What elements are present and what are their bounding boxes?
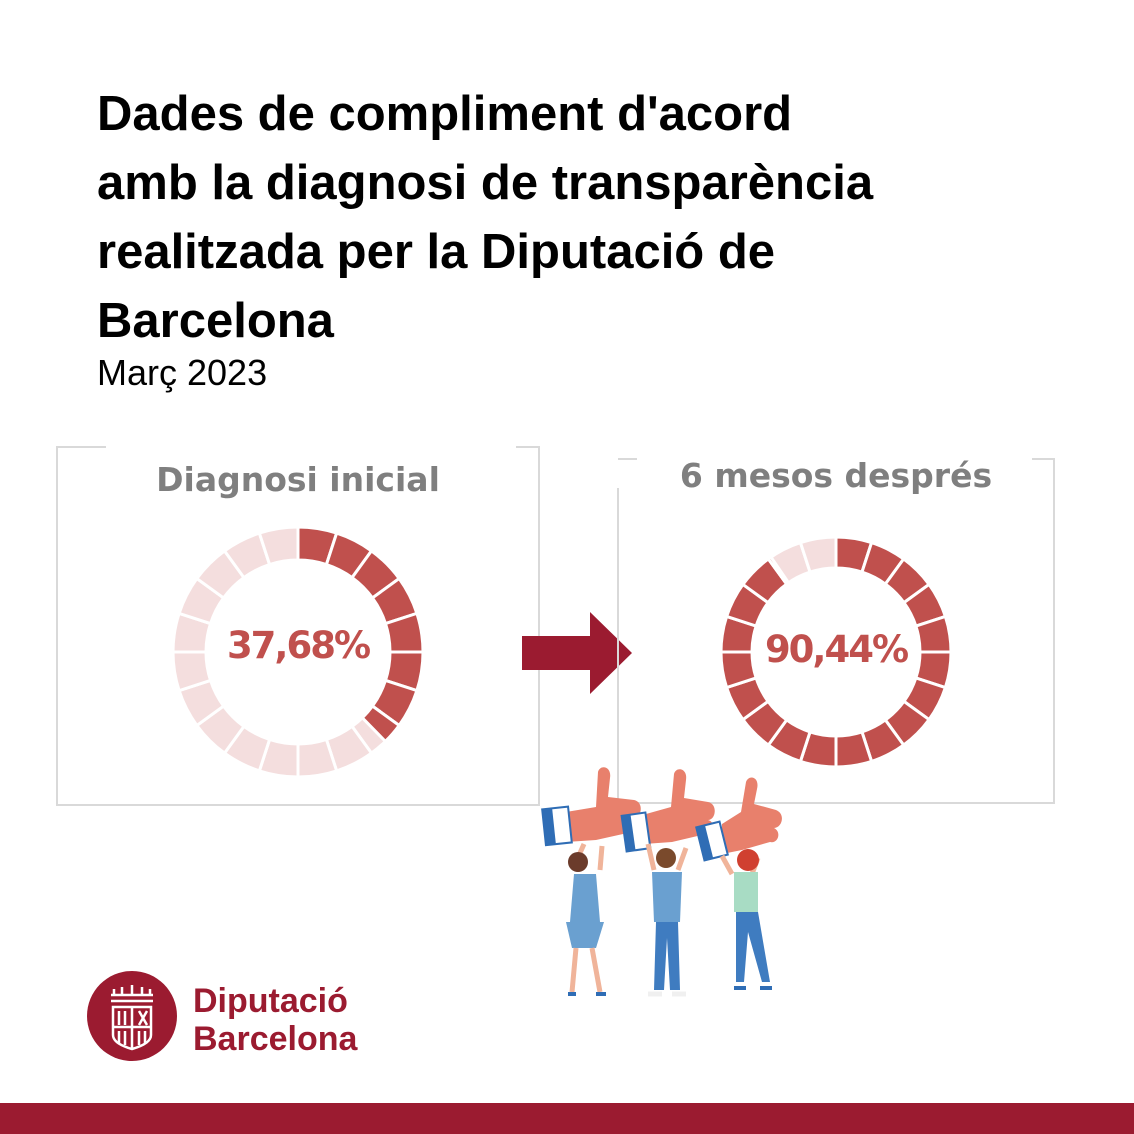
donut-chart-initial (171, 525, 425, 779)
brand-line-1: Diputació (193, 982, 348, 1020)
title-line-1: Dades de compliment d'acord (97, 87, 793, 141)
footer-bar (0, 1103, 1134, 1134)
chart-title: 6 mesos després (679, 456, 993, 495)
donut-segment-partial (360, 703, 402, 744)
brand-line-2: Barcelona (193, 1020, 358, 1058)
page-title: Dades de compliment d'acord amb la diagn… (97, 80, 1057, 356)
people-thumbs-up-illustration (541, 767, 782, 997)
donut-segment (798, 535, 838, 575)
diputacio-seal-icon (87, 971, 177, 1061)
title-line-2: amb la diagnosi de transparència (97, 156, 874, 210)
panel-frame (617, 458, 1055, 804)
arrow-right-icon (522, 612, 632, 694)
donut-segment-partial (766, 555, 791, 587)
chart-title: Diagnosi inicial (156, 460, 440, 499)
chart-center-value: 37,68% (226, 624, 371, 667)
donut-segment (257, 525, 300, 567)
person-illustration (645, 843, 689, 997)
title-line-4: Barcelona (97, 294, 334, 348)
page-subtitle: Març 2023 (97, 352, 268, 393)
chart-center-value: 90,44% (764, 628, 909, 671)
title-line-3: realitzada per la Diputació de (97, 225, 776, 279)
thumbs-up-icon (695, 777, 782, 862)
donut-chart-after (719, 535, 953, 769)
person-illustration (566, 842, 606, 996)
panel-frame (56, 446, 540, 806)
chart-panel-after: 6 mesos després 90,44% (617, 456, 1055, 804)
person-illustration (719, 849, 772, 990)
brand-wordmark: Diputació Barcelona (193, 982, 357, 1058)
chart-panel-initial: Diagnosi inicial 37,68% (56, 446, 540, 806)
thumbs-up-icon (620, 769, 715, 853)
